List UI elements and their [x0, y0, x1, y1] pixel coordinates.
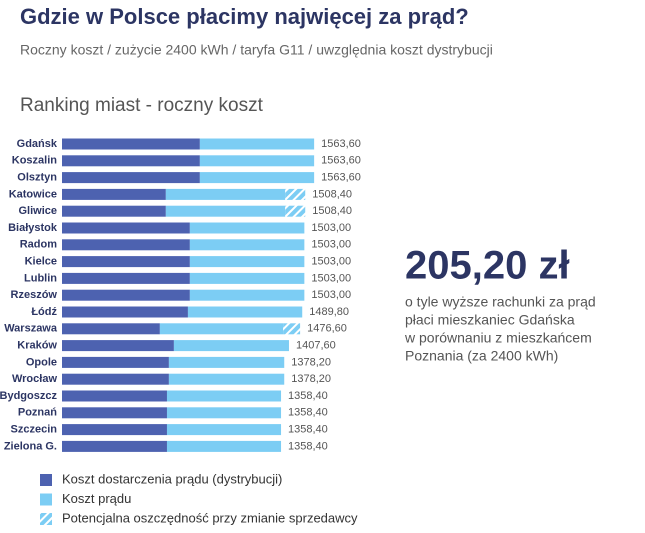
bar-segment	[62, 356, 169, 368]
category-label: Białystok	[8, 222, 58, 234]
total-label: 1503,00	[311, 272, 351, 284]
total-label: 1503,00	[311, 222, 351, 234]
bar-segment	[62, 188, 166, 200]
total-label: 1378,20	[291, 373, 331, 385]
total-label: 1503,00	[311, 256, 351, 268]
bar-segment	[62, 373, 169, 385]
total-label: 1563,60	[321, 155, 361, 167]
category-label: Szczecin	[11, 424, 58, 436]
bar-segment	[285, 205, 306, 217]
bar-segment	[62, 205, 166, 217]
annotation-line: w porównaniu z mieszkańcem	[404, 330, 592, 346]
category-label: Katowice	[9, 188, 57, 200]
annotation-line: Poznania (za 2400 kWh)	[405, 348, 558, 364]
total-label: 1489,80	[309, 306, 349, 318]
category-label: Lublin	[24, 272, 57, 284]
annotation-line: płaci mieszkaniec Gdańska	[405, 312, 575, 328]
total-label: 1476,60	[307, 323, 347, 335]
total-label: 1563,60	[321, 172, 361, 184]
bar-segment	[62, 239, 190, 251]
bar-segment	[62, 256, 190, 268]
total-label: 1358,40	[288, 390, 328, 402]
category-label: Wrocław	[12, 373, 57, 385]
bar-segment	[173, 340, 289, 352]
category-label: Opole	[26, 356, 57, 368]
bar-segment	[166, 440, 282, 452]
total-label: 1508,40	[312, 205, 352, 217]
bar-segment	[62, 155, 200, 167]
subtitle: Roczny koszt / zużycie 2400 kWh / taryfa…	[20, 42, 493, 58]
bar-segment	[62, 289, 190, 301]
bar-segment	[285, 188, 306, 200]
bar-segment	[189, 289, 305, 301]
bar-segment	[168, 373, 285, 385]
annotation-line: o tyle wyższe rachunki za prąd	[405, 294, 596, 310]
bar-segment	[199, 172, 315, 184]
bar-segment	[283, 323, 301, 335]
bar-segment	[62, 306, 188, 318]
total-label: 1508,40	[312, 188, 352, 200]
bar-segment	[62, 222, 190, 234]
bar-segment	[62, 272, 190, 284]
total-label: 1358,40	[288, 407, 328, 419]
category-label: Rzeszów	[11, 289, 58, 301]
legend-swatch	[40, 493, 52, 506]
highlight-value: 205,20 zł	[405, 244, 570, 288]
category-label: Łódź	[31, 306, 57, 318]
bar-segment	[159, 323, 284, 335]
category-label: Gdańsk	[17, 138, 58, 150]
bar-segment	[166, 407, 282, 419]
bar-segment	[62, 390, 167, 402]
legend-label: Koszt prądu	[62, 491, 131, 506]
legend-swatch	[40, 474, 52, 486]
title: Gdzie w Polsce płacimy najwięcej za prąd…	[20, 4, 469, 29]
total-label: 1563,60	[321, 138, 361, 150]
total-label: 1358,40	[288, 440, 328, 452]
bar-segment	[166, 390, 282, 402]
bar-segment	[189, 256, 305, 268]
category-label: Gliwice	[18, 205, 57, 217]
bar-segment	[189, 222, 305, 234]
category-label: Warszawa	[4, 323, 58, 335]
category-label: Olsztyn	[17, 172, 57, 184]
total-label: 1378,20	[291, 356, 331, 368]
bar-segment	[168, 356, 285, 368]
legend-label: Koszt dostarczenia prądu (dystrybucji)	[62, 471, 282, 486]
chart-title: Ranking miast - roczny koszt	[20, 95, 264, 116]
bar-segment	[62, 172, 200, 184]
bar-segment	[189, 272, 305, 284]
bar-segment	[62, 440, 167, 452]
bar-segment	[62, 424, 167, 436]
category-label: Bydgoszcz	[0, 390, 57, 402]
category-label: Poznań	[18, 407, 57, 419]
category-label: Radom	[20, 239, 58, 251]
total-label: 1407,60	[296, 340, 336, 352]
bar-segment	[165, 205, 286, 217]
legend-swatch	[40, 513, 52, 525]
bar-segment	[62, 340, 174, 352]
bar-segment	[199, 138, 315, 150]
bar-segment	[62, 138, 200, 150]
category-label: Kielce	[25, 256, 57, 268]
bar-segment	[189, 239, 305, 251]
bar-segment	[62, 407, 167, 419]
bar-segment	[187, 306, 303, 318]
category-label: Zielona G.	[4, 440, 57, 452]
bar-segment	[165, 188, 286, 200]
category-label: Koszalin	[12, 155, 58, 167]
total-label: 1358,40	[288, 424, 328, 436]
total-label: 1503,00	[311, 289, 351, 301]
bar-segment	[199, 155, 315, 167]
category-label: Kraków	[17, 340, 57, 352]
bar-segment	[166, 424, 282, 436]
bar-segment	[62, 323, 160, 335]
total-label: 1503,00	[311, 239, 351, 251]
legend-label: Potencjalna oszczędność przy zmianie spr…	[62, 510, 358, 525]
